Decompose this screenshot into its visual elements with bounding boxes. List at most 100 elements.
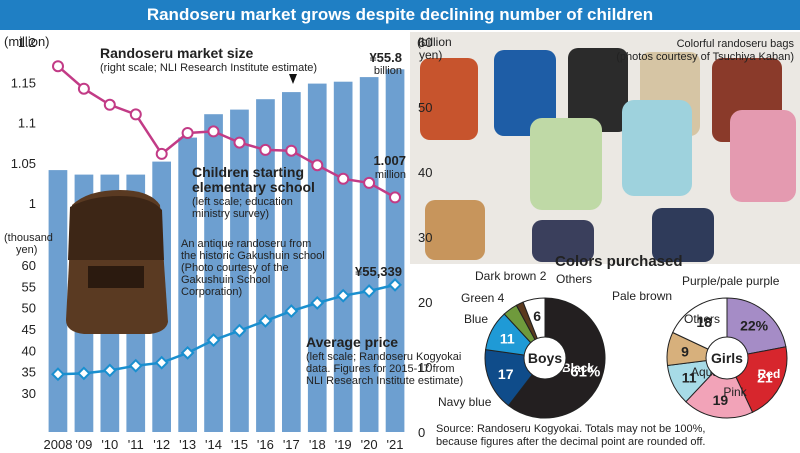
x-axis-tick-label: '16 [257,437,274,452]
market-size-bar [256,99,275,432]
left-axis-unit-children: (million) [4,34,50,49]
children-point [155,147,168,160]
market-size-title: Randoseru market size [100,45,253,61]
antique-caption-5: Corporation) [181,286,242,298]
x-axis-tick-label: 2008 [44,437,73,452]
antique-caption-1: An antique randoseru from [181,238,311,250]
price-last-value: ¥55,339 [355,264,402,279]
x-axis-tick-label: '17 [283,437,300,452]
left-axis-tick-label-price: 35 [22,365,36,380]
pie-category-label: Pale brown [612,289,672,303]
children-subtitle-2: ministry survey) [192,208,269,220]
children-point [311,159,324,172]
colors-title: Colors purchased [555,253,683,270]
pie-value-label: 21 [757,369,773,385]
pie-center-label: Boys [528,350,562,366]
market-size-bar [48,170,68,432]
pie-value-label: 18 [696,314,712,330]
pie-category-label: Pink [723,385,747,399]
x-axis-tick-label: '19 [335,437,352,452]
left-axis-tick-label-price: 60 [22,258,36,273]
children-point [259,143,272,156]
left-axis-tick-label-children: 1.1 [18,116,36,131]
x-axis-tick-label: '09 [75,437,92,452]
x-axis-tick-label: '13 [179,437,196,452]
price-subtitle-2: data. Figures for 2015-17 from [306,363,455,375]
pie-value-label: 19 [713,392,729,408]
children-point [363,176,376,189]
right-axis-tick-label: 0 [418,425,425,440]
price-point [388,277,402,292]
market-size-bar [307,83,327,432]
right-axis-tick-label: 40 [418,165,432,180]
price-point [76,366,91,381]
pie-category-label: Dark brown 2 [475,269,547,283]
children-point [77,82,90,95]
price-point [128,358,143,373]
bags-caption: Colorful randoseru bags [677,38,795,50]
left-axis-tick-label-children: 1.15 [11,75,36,90]
price-point [362,284,377,298]
pie-value-label: 61% [570,364,600,381]
price-point [336,288,351,303]
market-size-subtitle: (right scale; NLI Research Institute est… [100,62,317,74]
x-axis-tick-label: '12 [153,437,170,452]
right-axis-unit-line-2: yen) [419,48,442,62]
x-axis-tick-label: '20 [361,437,378,452]
pie-center [705,336,749,380]
market-size-bar [333,81,353,432]
pie-slice [685,357,754,419]
market-size-bar [359,77,379,432]
left-axis-tick-label-children: 1 [29,196,36,211]
antique-caption-2: the historic Gakushuin school [181,250,325,262]
source-note-1: Source: Randoseru Kogyokai. Totals may n… [436,423,705,435]
right-axis-tick-label: 30 [418,230,432,245]
page-title: Randoseru market grows despite declining… [0,0,800,30]
left-axis-unit-price-1: (thousand [4,232,53,244]
price-point [102,363,117,378]
x-axis-tick-label: '21 [387,437,404,452]
price-point [284,304,299,318]
market-size-bar [178,137,197,432]
market-size-last-value: ¥55.8 [369,50,402,65]
price-point [154,355,169,370]
price-point [258,313,273,328]
pie-category-label: Black [562,361,594,375]
x-axis-tick-label: '18 [309,437,326,452]
x-axis-tick-label: '15 [231,437,248,452]
right-axis-tick-label: 20 [418,295,432,310]
children-point [337,172,350,185]
price-subtitle-1: (left scale; Randoseru Kogyokai [306,351,461,363]
left-axis-tick-label-price: 50 [22,301,36,316]
bags-caption-credit: (photos courtesy of Tsuchiya Kaban) [616,51,794,63]
source-note-2: because figures after the decimal point … [436,436,705,448]
children-point [103,98,116,111]
market-size-last-unit: billion [374,65,402,77]
antique-caption-4: Gakushuin School [181,274,270,286]
pie-category-label: Red [758,367,781,381]
pie-value-label: 9 [681,343,689,359]
right-axis-tick-label: 50 [418,100,432,115]
x-axis-tick-label: '11 [128,437,144,452]
left-axis-tick-label-price: 55 [22,279,36,294]
children-point [389,191,401,204]
price-point [206,333,221,348]
left-axis-unit-price-2: yen) [16,244,37,256]
antique-caption-3: (Photo courtesy of the [181,262,289,274]
price-point [51,367,65,382]
price-subtitle-3: NLI Research Institute estimate) [306,375,463,387]
bags-photo [410,32,800,264]
price-point [180,345,195,360]
pie-category-label: Blue [464,312,488,326]
market-size-bar [204,114,223,432]
right-axis-tick-label: 60 [418,35,432,50]
left-axis-tick-label-price: 30 [22,386,36,401]
children-subtitle-1: (left scale; education [192,196,293,208]
children-last-unit: million [375,169,406,181]
pie-category-label: Navy blue [438,395,492,409]
pie-category-label: Purple/pale purple [682,274,780,288]
market-size-bar [230,109,249,432]
right-axis-tick-label: 10 [418,360,432,375]
children-point [181,127,194,139]
children-point [52,60,64,73]
